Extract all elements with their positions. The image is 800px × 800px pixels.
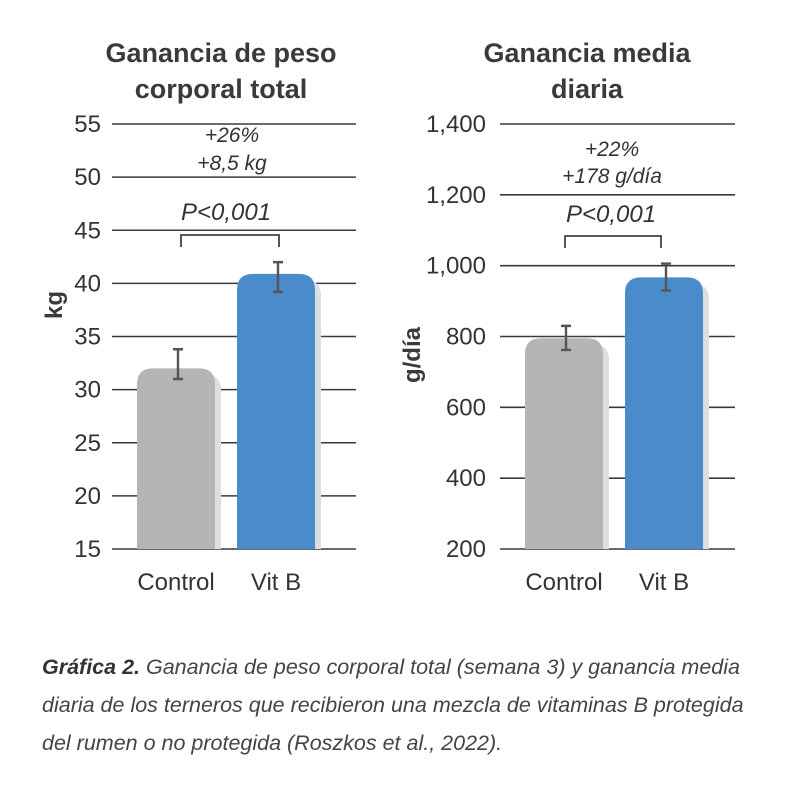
chart1-title-line-2: corporal total — [135, 74, 308, 104]
chart1-y-axis-label: kg — [41, 291, 68, 319]
chart1-significance-bracket — [180, 234, 280, 247]
chart2-y-tick-label-4: 1,000 — [426, 253, 486, 280]
chart1-y-tick-label-4: 35 — [74, 324, 101, 351]
chart2-error-bar-2 — [661, 262, 671, 292]
chart2-title-line-1: Ganancia media — [483, 38, 691, 68]
chart1-bar-vit-b — [237, 273, 315, 549]
chart2-annotation-2: +178 g/día — [562, 165, 662, 188]
chart2-error-bar-1 — [561, 324, 571, 352]
chart1-title-line-1: Ganancia de peso — [105, 38, 336, 68]
chart2-category-label-1: Control — [525, 569, 602, 596]
chart1-y-tick-label-1: 20 — [74, 483, 101, 510]
figure-caption: Gráfica 2. Ganancia de peso corporal tot… — [42, 648, 772, 762]
caption-label: Gráfica 2. — [42, 655, 140, 679]
chart1-bar-control — [137, 368, 215, 549]
chart1-annotation-2: +8,5 kg — [197, 152, 267, 175]
chart2-bar-vit-b — [625, 277, 703, 549]
chart1-y-tick-label-7: 50 — [74, 164, 101, 191]
chart2-y-tick-label-6: 1,400 — [426, 111, 486, 138]
chart2-annotation-1: +22% — [585, 138, 639, 161]
chart1-annotation-1: +26% — [205, 124, 259, 147]
chart1-error-bar-2 — [273, 260, 283, 294]
chart2-significance-label: P<0,001 — [566, 201, 656, 228]
chart1-y-tick-label-2: 25 — [74, 430, 101, 457]
chart1-y-tick-label-0: 15 — [74, 536, 101, 563]
chart2-y-axis-label: g/día — [399, 326, 426, 383]
chart1-y-tick-label-6: 45 — [74, 217, 101, 244]
chart2-y-tick-label-2: 600 — [446, 394, 486, 421]
chart2-y-tick-label-1: 400 — [446, 465, 486, 492]
chart1-error-bar-1 — [173, 348, 183, 381]
chart1-category-label-2: Vit B — [251, 569, 301, 596]
caption-text: Ganancia de peso corporal total (semana … — [42, 655, 744, 755]
chart2-title-line-2: diaria — [551, 74, 624, 104]
chart2-y-tick-label-5: 1,200 — [426, 182, 486, 209]
chart2-significance-bracket — [564, 235, 662, 248]
chart1-y-tick-label-8: 55 — [74, 111, 101, 138]
chart2-y-tick-label-0: 200 — [446, 536, 486, 563]
chart2-category-label-2: Vit B — [639, 569, 689, 596]
chart1-significance-label: P<0,001 — [181, 199, 271, 226]
chart1-category-label-1: Control — [137, 569, 214, 596]
chart2-y-tick-label-3: 800 — [446, 324, 486, 351]
chart2-bar-control — [525, 338, 603, 549]
chart1-y-tick-label-3: 30 — [74, 377, 101, 404]
chart1-y-tick-label-5: 40 — [74, 270, 101, 297]
